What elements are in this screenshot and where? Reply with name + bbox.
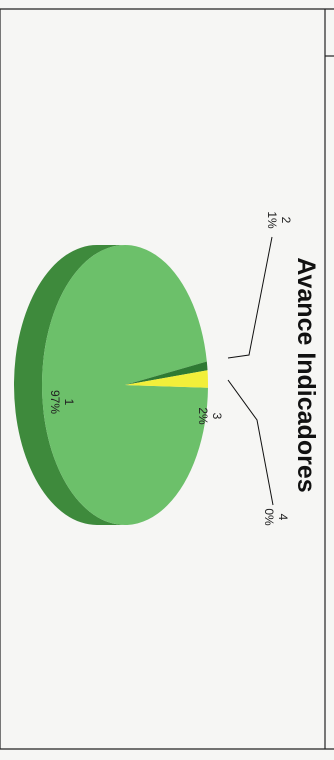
data-label-percent-2: 1% (265, 211, 279, 229)
data-label-category-1: 1 (62, 399, 76, 406)
leader-line-4 (227, 379, 274, 506)
data-label-category-3: 3 (210, 413, 224, 420)
chart-title: Avance Indicadores (292, 257, 320, 492)
data-label-category-2: 2 (279, 217, 293, 224)
pie-slice-1 (42, 244, 208, 525)
leader-line-2 (227, 236, 273, 359)
data-label-percent-3: 2% (196, 407, 210, 425)
pie-slice-2 (125, 361, 208, 385)
pie-slice-3 (125, 370, 208, 388)
data-label-percent-1: 97% (48, 390, 62, 414)
data-label-percent-4: 0% (262, 508, 276, 526)
data-label-category-4: 4 (276, 514, 290, 521)
pie-side-depth (14, 245, 125, 525)
pie-group: 197% 21% 32% 40% (14, 211, 293, 526)
